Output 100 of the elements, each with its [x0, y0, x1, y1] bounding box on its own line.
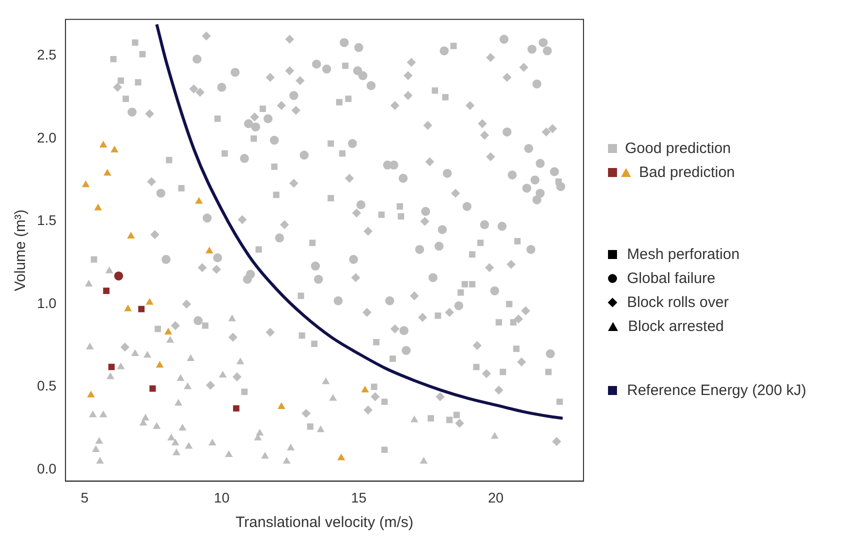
point: [104, 168, 112, 176]
point: [86, 342, 94, 350]
line-series: [155, 22, 564, 420]
point: [110, 146, 118, 152]
point: [381, 398, 388, 405]
legend-label: Reference Energy (200 kJ): [627, 382, 806, 398]
point: [134, 79, 142, 86]
point: [88, 410, 97, 418]
point: [469, 251, 476, 258]
point: [174, 398, 182, 406]
point: [373, 338, 380, 346]
point: [218, 370, 227, 378]
point: [273, 192, 280, 198]
point: [166, 336, 174, 343]
point: [105, 266, 114, 274]
point: [398, 213, 404, 220]
point: [114, 271, 124, 280]
text: Block arrested: [628, 318, 724, 334]
point: [260, 106, 266, 112]
point: [99, 140, 108, 148]
point: [171, 438, 180, 446]
point: [322, 377, 330, 384]
point: [432, 87, 438, 94]
y-tick-label: 0.0: [36, 460, 57, 476]
point: [233, 405, 240, 412]
point: [116, 362, 125, 370]
point: [473, 364, 480, 370]
point: [156, 360, 164, 368]
point: [178, 424, 186, 430]
point: [205, 246, 214, 254]
point: [336, 98, 342, 106]
point: [428, 415, 434, 422]
point: [510, 319, 517, 326]
point: [311, 340, 318, 347]
point: [462, 281, 468, 288]
point: [410, 415, 418, 422]
y-tick-label: 2.5: [36, 46, 57, 63]
point: [328, 194, 334, 202]
point: [138, 306, 145, 312]
text: Global failure: [627, 270, 716, 286]
point: [127, 232, 135, 238]
point: [555, 178, 562, 185]
point: [95, 436, 104, 444]
point: [122, 96, 129, 102]
x-tick-label: 5: [80, 489, 89, 506]
y-tick-label: 0.5: [36, 378, 57, 394]
point: [178, 185, 185, 192]
point: [152, 422, 161, 429]
point: [345, 96, 352, 102]
point: [496, 319, 502, 326]
point: [556, 398, 563, 405]
point: [250, 135, 257, 142]
point: [337, 454, 346, 460]
point: [328, 140, 334, 147]
x-tick-label: 10: [214, 489, 230, 506]
point: [500, 368, 506, 376]
point: [361, 386, 369, 392]
point: [378, 212, 385, 218]
point: [339, 150, 346, 157]
text: Mesh perforation: [627, 246, 740, 262]
point: [241, 388, 248, 395]
point: [236, 358, 244, 364]
point: [131, 349, 139, 356]
point: [278, 402, 286, 409]
point: [256, 246, 262, 253]
x-tick-label: 20: [488, 489, 504, 506]
point: [545, 368, 552, 376]
point: [146, 298, 154, 305]
point: [396, 203, 404, 210]
text: Block rolls over: [627, 294, 729, 310]
point: [110, 56, 117, 62]
point: [172, 448, 180, 456]
point: [103, 288, 110, 294]
point: [490, 432, 499, 439]
point: [124, 304, 132, 312]
point: [164, 328, 172, 334]
y-tick-label: 1.0: [36, 294, 57, 311]
legend-label: Good prediction: [625, 140, 731, 156]
point: [342, 62, 348, 69]
point: [316, 425, 325, 432]
point: [434, 312, 442, 319]
point: [139, 50, 146, 58]
point: [94, 204, 102, 210]
point: [195, 196, 203, 204]
point: [309, 240, 316, 246]
y-axis-title: Volume (m³): [12, 209, 30, 292]
y-tick-label: 2.0: [36, 129, 57, 146]
point: [506, 300, 512, 308]
point: [329, 394, 337, 401]
point: [442, 94, 449, 100]
point: [390, 356, 396, 362]
point: [477, 240, 484, 246]
point: [149, 385, 156, 392]
point: [96, 456, 104, 464]
point: [118, 77, 124, 84]
point: [458, 289, 464, 296]
point: [381, 446, 388, 453]
point: [453, 412, 460, 418]
point: [298, 292, 304, 299]
point: [307, 423, 314, 430]
